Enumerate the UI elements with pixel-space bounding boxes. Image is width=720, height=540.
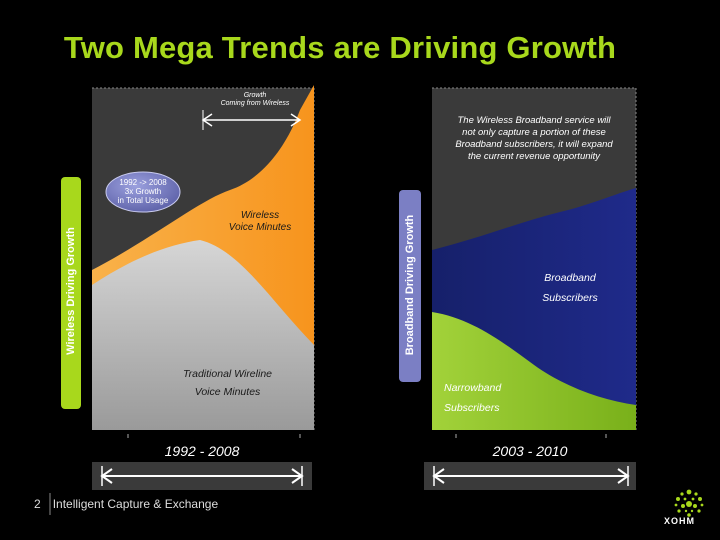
xohm-logo-icon [674, 489, 704, 517]
right-period-label: 2003 - 2010 [492, 443, 568, 459]
wireline-voice-area [92, 240, 314, 430]
broadband-label: Broadband Subscribers [542, 272, 598, 304]
wireless-driving-label: Wireless Driving Growth [65, 227, 77, 355]
page-number: 2 [34, 497, 41, 511]
broadband-driving-pill [399, 190, 421, 382]
narrowband-area [432, 312, 636, 430]
growth-bubble [105, 171, 181, 213]
wireless-voice-label: Wireless Voice Minutes [228, 210, 292, 233]
logo-name: XOHM [664, 516, 695, 526]
left-period-label: 1992 - 2008 [164, 443, 240, 459]
slide-title: Two Mega Trends are Driving Growth [63, 30, 617, 65]
footer: 2 Intelligent Capture & Exchange [34, 497, 230, 511]
bubble-text: 1992 -> 2008 3x Growth in Total Usage [117, 178, 169, 205]
footer-tagline: Intelligent Capture & Exchange [52, 497, 219, 511]
wireless-driving-pill [61, 177, 81, 409]
narrowband-label: Narrowband Subscribers [444, 382, 502, 414]
broadband-driving-label: Broadband Driving Growth [404, 214, 416, 356]
wireline-voice-label: Traditional Wireline Voice Minutes [183, 368, 272, 398]
broadband-note: The Wireless Broadband service will not … [455, 115, 613, 162]
growth-annotation: Growth Coming from Wireless [220, 92, 290, 107]
